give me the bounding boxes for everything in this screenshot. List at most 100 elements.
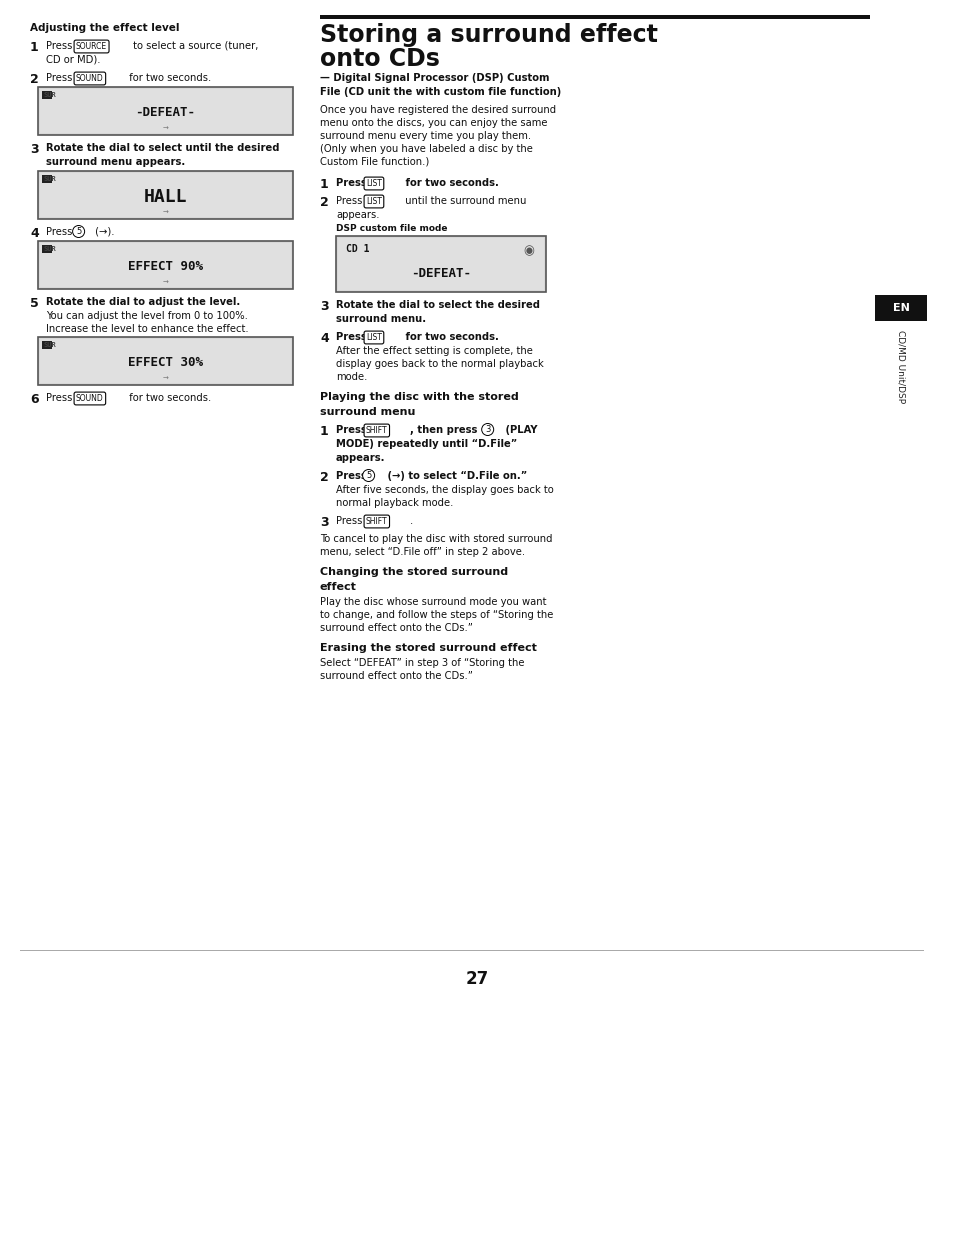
Text: Storing a surround effect: Storing a surround effect [319,23,658,47]
Text: surround effect onto the CDs.”: surround effect onto the CDs.” [319,671,473,681]
Text: EN: EN [892,303,908,313]
Text: 3: 3 [30,143,38,157]
Text: Play the disc whose surround mode you want: Play the disc whose surround mode you wa… [319,597,546,607]
Text: →: → [162,210,169,216]
Text: You can adjust the level from 0 to 100%.: You can adjust the level from 0 to 100%. [46,311,248,321]
Text: menu onto the discs, you can enjoy the same: menu onto the discs, you can enjoy the s… [319,118,547,128]
Bar [38,240,293,289]
Text: SUR: SUR [44,342,56,348]
Text: -DEFEAT-: -DEFEAT- [135,106,195,120]
Text: 1: 1 [319,178,329,191]
Text: for two seconds.: for two seconds. [401,332,498,342]
Text: (→) to select “D.File on.”: (→) to select “D.File on.” [384,471,527,481]
Text: for two seconds.: for two seconds. [401,178,498,187]
Text: display goes back to the normal playback: display goes back to the normal playback [335,359,543,369]
Text: Adjusting the effect level: Adjusting the effect level [30,23,179,33]
Bar [42,342,52,349]
Text: menu, select “D.File off” in step 2 above.: menu, select “D.File off” in step 2 abov… [319,547,524,557]
Text: ◉: ◉ [522,244,534,256]
Text: — Digital Signal Processor (DSP) Custom: — Digital Signal Processor (DSP) Custom [319,73,549,83]
Text: Once you have registered the desired surround: Once you have registered the desired sur… [319,105,556,115]
Text: mode.: mode. [335,372,367,382]
Text: 1: 1 [30,41,39,54]
Text: surround menu appears.: surround menu appears. [46,157,185,166]
Text: 2: 2 [319,471,329,485]
Text: 6: 6 [30,393,38,406]
Text: Press: Press [335,471,370,481]
Text: SOUND: SOUND [76,74,104,83]
Text: HALL: HALL [144,187,187,206]
Text: MODE) repeatedly until “D.File”: MODE) repeatedly until “D.File” [335,439,517,449]
Text: LIST: LIST [366,333,381,342]
Text: 27: 27 [465,970,488,988]
Text: LIST: LIST [366,179,381,187]
Text: Increase the level to enhance the effect.: Increase the level to enhance the effect… [46,324,249,334]
Text: To cancel to play the disc with stored surround: To cancel to play the disc with stored s… [319,534,552,544]
Text: LIST: LIST [366,197,381,206]
Text: .: . [410,515,413,526]
Text: normal playback mode.: normal playback mode. [335,498,453,508]
Text: SUR: SUR [44,92,56,97]
Text: After the effect setting is complete, the: After the effect setting is complete, th… [335,346,533,356]
Bar [42,175,52,182]
Bar [337,238,543,290]
Text: SHIFT: SHIFT [366,517,387,526]
Text: Press: Press [46,227,75,237]
Text: , then press: , then press [410,425,480,435]
Text: for two seconds.: for two seconds. [126,393,211,403]
Text: SUR: SUR [44,247,56,252]
Bar [38,337,293,385]
Bar [38,171,293,219]
Text: 1: 1 [319,425,329,438]
Text: DSP custom file mode: DSP custom file mode [335,224,447,233]
Text: Playing the disc with the stored: Playing the disc with the stored [319,392,518,402]
Text: until the surround menu: until the surround menu [401,196,526,206]
Text: surround effect onto the CDs.”: surround effect onto the CDs.” [319,623,473,633]
Text: onto CDs: onto CDs [319,47,439,72]
Text: SOURCE: SOURCE [76,42,107,51]
Text: Custom File function.): Custom File function.) [319,157,429,166]
Text: CD 1: CD 1 [346,244,369,254]
Text: Press: Press [46,41,75,51]
Text: Press: Press [335,178,370,187]
Bar [874,295,926,321]
Text: SHIFT: SHIFT [366,425,387,435]
Text: Erasing the stored surround effect: Erasing the stored surround effect [319,642,537,653]
Text: appears.: appears. [335,453,385,464]
Bar [38,88,293,134]
Text: Press: Press [46,393,75,403]
Text: EFFECT 90%: EFFECT 90% [128,260,203,274]
Text: (PLAY: (PLAY [501,425,537,435]
Bar [40,339,291,383]
Text: SOUND: SOUND [76,395,104,403]
Text: to select a source (tuner,: to select a source (tuner, [130,41,258,51]
Text: Select “DEFEAT” in step 3 of “Storing the: Select “DEFEAT” in step 3 of “Storing th… [319,658,524,668]
Bar [40,89,291,133]
Text: surround menu: surround menu [319,407,415,417]
Text: for two seconds.: for two seconds. [126,73,211,83]
Bar [335,236,545,292]
Bar [42,245,52,253]
Bar [42,91,52,99]
Text: 4: 4 [30,227,39,240]
Text: 4: 4 [319,332,329,345]
Text: Press: Press [335,332,370,342]
Text: Press: Press [46,73,75,83]
Text: CD or MD).: CD or MD). [46,55,100,65]
Text: appears.: appears. [335,210,379,219]
Bar [40,173,291,217]
Text: Press: Press [335,425,370,435]
Text: SUR: SUR [44,176,56,182]
Text: CD/MD Unit/DSP: CD/MD Unit/DSP [896,330,904,403]
Text: surround menu every time you play them.: surround menu every time you play them. [319,131,531,141]
Text: 5: 5 [30,297,39,309]
Text: -DEFEAT-: -DEFEAT- [411,268,471,280]
Text: Press: Press [335,196,365,206]
Text: Rotate the dial to select the desired: Rotate the dial to select the desired [335,300,539,309]
Text: to change, and follow the steps of “Storing the: to change, and follow the steps of “Stor… [319,610,553,620]
Bar [40,243,291,287]
Text: →: → [162,280,169,286]
Text: 3: 3 [319,515,328,529]
Text: 3: 3 [484,425,490,434]
Text: 5: 5 [366,471,371,480]
